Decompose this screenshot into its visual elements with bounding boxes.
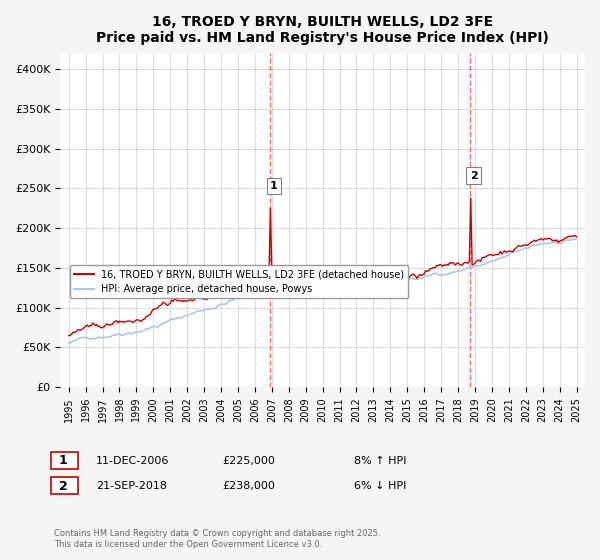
Text: 6% ↓ HPI: 6% ↓ HPI xyxy=(354,481,406,491)
Text: 2: 2 xyxy=(59,479,67,493)
Text: 11-DEC-2006: 11-DEC-2006 xyxy=(96,456,169,466)
Text: 8% ↑ HPI: 8% ↑ HPI xyxy=(354,456,407,466)
Text: 21-SEP-2018: 21-SEP-2018 xyxy=(96,481,167,491)
Text: Contains HM Land Registry data © Crown copyright and database right 2025.
This d: Contains HM Land Registry data © Crown c… xyxy=(54,529,380,549)
Legend: 16, TROED Y BRYN, BUILTH WELLS, LD2 3FE (detached house), HPI: Average price, de: 16, TROED Y BRYN, BUILTH WELLS, LD2 3FE … xyxy=(70,265,409,298)
Text: 1: 1 xyxy=(270,181,278,191)
Title: 16, TROED Y BRYN, BUILTH WELLS, LD2 3FE
Price paid vs. HM Land Registry's House : 16, TROED Y BRYN, BUILTH WELLS, LD2 3FE … xyxy=(96,15,549,45)
Text: 1: 1 xyxy=(59,454,67,468)
Text: £238,000: £238,000 xyxy=(222,481,275,491)
Text: 2: 2 xyxy=(470,171,478,181)
Text: £225,000: £225,000 xyxy=(222,456,275,466)
